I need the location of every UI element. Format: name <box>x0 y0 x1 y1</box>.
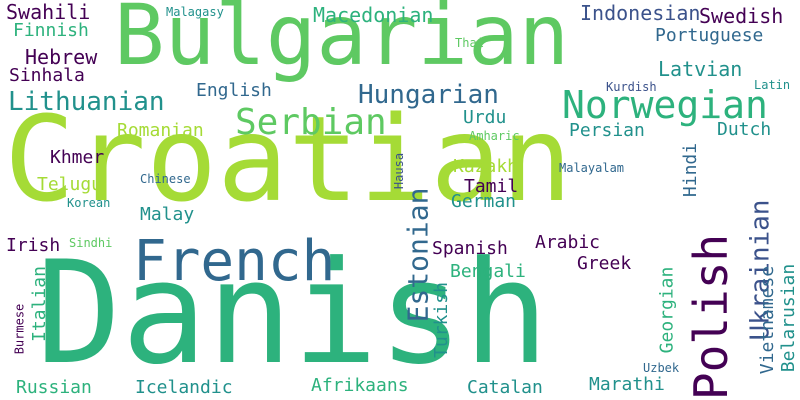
word-telugu: Telugu <box>37 174 103 195</box>
word-persian: Persian <box>569 120 645 141</box>
word-finnish: Finnish <box>13 20 89 41</box>
word-indonesian: Indonesian <box>580 1 701 25</box>
word-malay: Malay <box>140 204 195 225</box>
word-german: German <box>451 191 517 212</box>
word-portuguese: Portuguese <box>655 25 764 46</box>
word-bulgarian: Bulgarian <box>114 0 570 84</box>
word-arabic: Arabic <box>535 232 601 253</box>
word-swedish: Swedish <box>699 4 784 28</box>
word-kazakh: Kazakh <box>453 156 519 177</box>
word-uzbek: Uzbek <box>643 361 680 375</box>
word-afrikaans: Afrikaans <box>311 375 409 396</box>
word-estonian: Estonian <box>401 187 435 323</box>
word-norwegian: Norwegian <box>562 83 768 127</box>
word-marathi: Marathi <box>589 374 665 395</box>
word-korean: Korean <box>67 196 111 210</box>
word-italian: Italian <box>28 266 50 342</box>
word-chinese: Chinese <box>140 172 191 186</box>
word-hindi: Hindi <box>680 142 702 198</box>
word-kurdish: Kurdish <box>606 80 657 94</box>
word-croatian: Croatian <box>4 90 573 228</box>
word-amharic: Amharic <box>469 129 520 143</box>
word-bengali: Bengali <box>450 261 526 282</box>
word-polish: Polish <box>684 233 739 400</box>
word-thai: Thai <box>455 36 484 50</box>
word-russian: Russian <box>16 377 92 398</box>
word-turkish: Turkish <box>430 282 452 358</box>
word-danish: Danish <box>36 231 549 396</box>
word-khmer: Khmer <box>50 147 105 168</box>
word-english: English <box>196 80 272 101</box>
word-french: French <box>133 229 336 294</box>
word-sindhi: Sindhi <box>69 236 113 250</box>
word-dutch: Dutch <box>717 119 772 140</box>
word-icelandic: Icelandic <box>135 377 233 398</box>
word-sinhala: Sinhala <box>9 65 85 86</box>
word-malagasy: Malagasy <box>166 5 224 19</box>
word-latin: Latin <box>754 78 791 92</box>
word-catalan: Catalan <box>467 377 543 398</box>
word-urdu: Urdu <box>463 107 507 128</box>
word-hebrew: Hebrew <box>25 45 98 69</box>
word-lithuanian: Lithuanian <box>8 87 165 117</box>
word-belarusian: Belarusian <box>778 263 800 373</box>
word-malayalam: Malayalam <box>559 161 625 175</box>
word-serbian: Serbian <box>235 102 387 143</box>
word-swahili: Swahili <box>6 0 91 24</box>
word-burmese: Burmese <box>12 303 27 355</box>
word-hungarian: Hungarian <box>358 80 499 110</box>
word-spanish: Spanish <box>432 238 508 259</box>
word-latvian: Latvian <box>658 57 743 81</box>
word-macedonian: Macedonian <box>313 3 434 27</box>
word-hausa: Hausa <box>392 152 407 190</box>
word-georgian: Georgian <box>656 266 678 354</box>
word-romanian: Romanian <box>117 120 204 141</box>
word-tamil: Tamil <box>464 176 519 197</box>
word-greek: Greek <box>577 253 632 274</box>
word-vietnamese: Vietnamese <box>757 265 779 375</box>
word-irish: Irish <box>6 235 61 256</box>
